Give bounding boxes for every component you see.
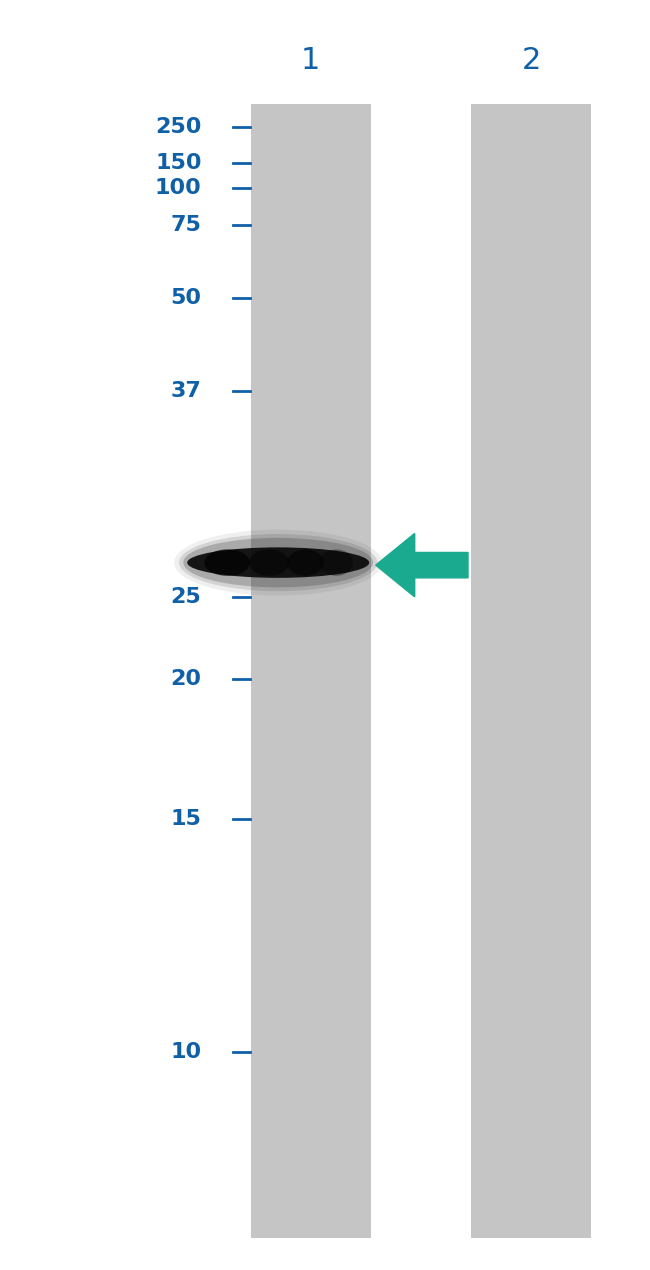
Text: 75: 75 [170,215,202,235]
Text: 2: 2 [521,47,541,75]
Ellipse shape [174,530,382,596]
Ellipse shape [287,550,324,575]
Text: 250: 250 [155,117,202,137]
Ellipse shape [179,533,377,592]
Text: 50: 50 [170,288,202,309]
Text: 37: 37 [170,381,202,401]
Ellipse shape [183,538,373,587]
Text: 100: 100 [155,178,202,198]
Ellipse shape [320,550,353,575]
Bar [471,104,592,1238]
Bar [250,104,370,1238]
Text: 10: 10 [170,1041,202,1062]
Text: 25: 25 [171,587,202,607]
Text: 15: 15 [170,809,202,829]
FancyArrow shape [376,533,468,597]
Text: 1: 1 [301,47,320,75]
Text: 150: 150 [155,152,202,173]
Ellipse shape [249,550,289,575]
Text: 20: 20 [170,669,202,690]
Ellipse shape [205,550,250,575]
Ellipse shape [187,547,369,578]
